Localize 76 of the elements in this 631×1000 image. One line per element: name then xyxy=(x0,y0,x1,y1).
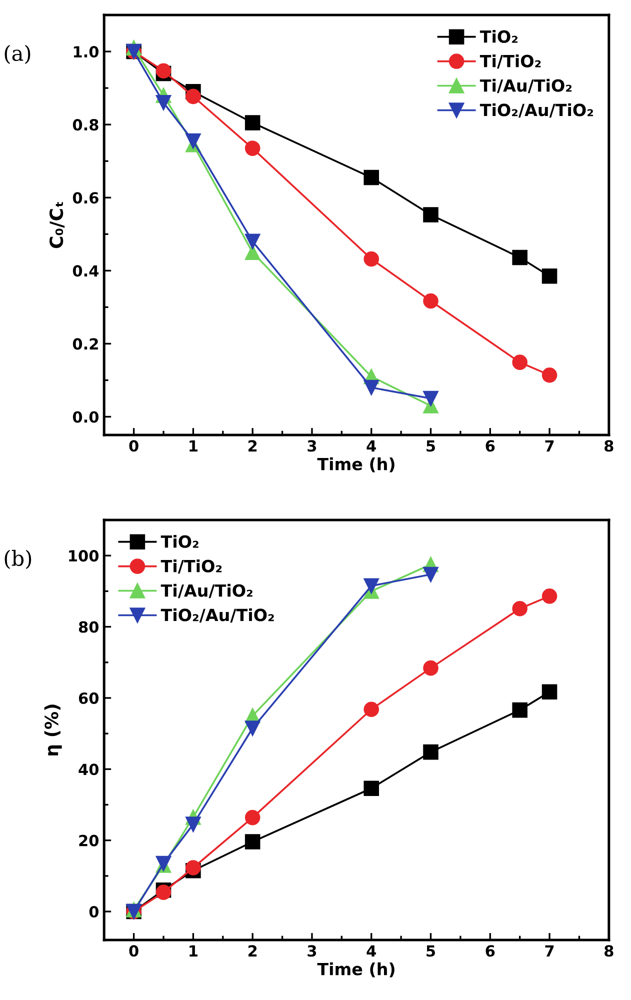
point xyxy=(364,251,379,267)
legend-label: TiO₂ xyxy=(480,30,518,43)
point xyxy=(364,380,379,396)
point xyxy=(512,354,528,370)
x-tick-label: 1 xyxy=(190,945,198,956)
y-tick-label: 0 xyxy=(89,906,99,918)
point xyxy=(542,684,558,700)
point xyxy=(512,250,528,266)
y-tick-label: 0.8 xyxy=(72,119,98,131)
point xyxy=(364,170,379,186)
point xyxy=(244,115,260,130)
text: (b) xyxy=(4,550,32,569)
point xyxy=(423,207,438,222)
x-tick-label: 0 xyxy=(129,440,138,452)
x-tick-label: 0 xyxy=(129,945,138,957)
x-tick-label: 5 xyxy=(426,440,435,452)
point xyxy=(542,588,558,604)
y-tick-label: 60 xyxy=(78,692,99,704)
y-tick-label: 1.0 xyxy=(74,46,99,58)
point xyxy=(244,810,260,826)
legend-label: TiO₂/Au/TiO₂ xyxy=(160,608,274,623)
point xyxy=(423,744,438,760)
y-axis-title: η (%) xyxy=(44,704,62,756)
legend-label: TiO₂/Au/TiO₂ xyxy=(480,103,593,118)
point xyxy=(423,390,438,406)
x-tick-label: 7 xyxy=(545,440,554,452)
point xyxy=(364,702,379,717)
x-tick-label: 2 xyxy=(248,945,257,956)
point xyxy=(364,780,379,796)
point xyxy=(423,293,438,309)
point xyxy=(186,133,201,149)
x-tick-label: 5 xyxy=(426,945,435,957)
x-tick-label: 4 xyxy=(366,945,376,956)
legend-label: Ti/TiO₂ xyxy=(480,54,541,69)
point xyxy=(542,268,558,284)
y-tick-label: 40 xyxy=(78,764,99,776)
point xyxy=(244,140,260,156)
legend-label: TiO₂ xyxy=(160,535,198,548)
legend-label: Ti/Au/TiO₂ xyxy=(160,584,252,598)
y-axis-title: C₀/Cₜ xyxy=(49,202,65,248)
x-tick-label: 6 xyxy=(486,440,495,452)
x-tick-label: 1 xyxy=(190,440,198,452)
x-tick-label: 2 xyxy=(248,440,257,452)
y-tick-label: 0.0 xyxy=(72,411,99,423)
point xyxy=(244,720,260,736)
y-tick-label: 0.2 xyxy=(72,338,98,350)
x-axis-title: Time (h) xyxy=(317,962,394,978)
x-tick-label: 3 xyxy=(308,945,316,957)
y-tick-label: 80 xyxy=(78,621,99,633)
point xyxy=(156,95,172,110)
point xyxy=(364,578,379,594)
text: (a) xyxy=(4,44,30,64)
point xyxy=(512,600,528,616)
x-tick-label: 4 xyxy=(366,440,376,452)
point xyxy=(186,860,201,876)
x-axis-title: Time (h) xyxy=(317,457,394,472)
x-tick-label: 8 xyxy=(604,945,614,957)
legend-label: Ti/TiO₂ xyxy=(160,559,222,574)
x-tick-label: 3 xyxy=(308,440,316,452)
point xyxy=(244,834,260,850)
point xyxy=(244,244,260,260)
point xyxy=(423,566,438,582)
legend-label: Ti/Au/TiO₂ xyxy=(480,78,572,94)
x-tick-label: 6 xyxy=(486,945,495,957)
point xyxy=(542,367,558,383)
point xyxy=(186,816,201,832)
y-tick-label: 20 xyxy=(79,834,99,846)
y-tick-label: 0.6 xyxy=(72,192,98,204)
y-tick-label: 0.4 xyxy=(72,265,99,277)
point xyxy=(244,234,260,250)
y-tick-label: 100 xyxy=(69,550,99,562)
x-tick-label: 7 xyxy=(545,945,554,956)
point xyxy=(186,88,201,104)
x-tick-label: 8 xyxy=(604,440,614,452)
point xyxy=(512,702,528,718)
point xyxy=(423,660,438,676)
